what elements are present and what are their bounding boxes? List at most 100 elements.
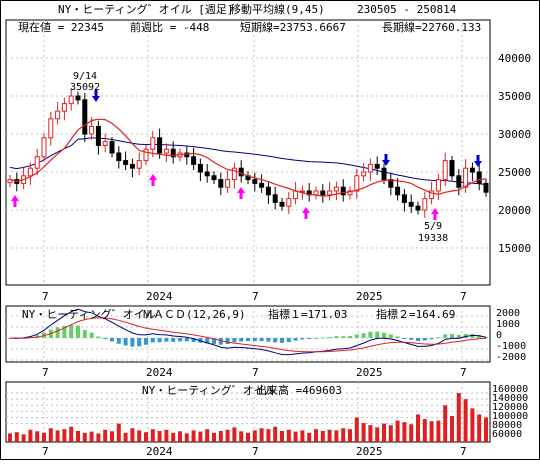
volume-bar (348, 429, 352, 442)
volume-bar (164, 429, 169, 442)
volume-bar (273, 426, 278, 442)
macd-indicator-name: ＭＡＣＤ(12,26,9) (142, 308, 246, 321)
candle-body (265, 186, 271, 196)
macd-histogram-bar (184, 338, 189, 342)
macd-histogram-bar (348, 335, 352, 338)
candle-body (143, 148, 149, 162)
volume-y-tick: 120000 (492, 402, 528, 413)
volume-x-tick: 7 (42, 445, 49, 458)
candle-body (231, 167, 237, 181)
volume-bar (62, 429, 67, 442)
candle-body (238, 167, 244, 177)
price-y-tick: 40000 (498, 52, 531, 65)
candle-body (408, 201, 414, 207)
volume-x-tick: 7 (460, 445, 467, 458)
candle-body (320, 190, 326, 196)
volume-bar (218, 430, 223, 442)
candle-body (204, 171, 210, 177)
candle-body (184, 152, 190, 158)
candle-body (327, 190, 333, 196)
volume-bar (300, 430, 305, 442)
macd-y-tick: 2000 (496, 308, 520, 319)
candle-body (340, 186, 346, 196)
macd-histogram-bar (368, 331, 373, 338)
current-value: 現在値 = 22345 (18, 21, 104, 34)
macd-y-tick: 0 (496, 330, 502, 341)
candle-body (354, 175, 360, 192)
macd-panel-frame (5, 305, 491, 363)
macd-histogram-bar (436, 337, 441, 339)
candle-body (252, 179, 258, 184)
volume-bar (314, 429, 318, 442)
buy-arrow-icon (431, 208, 439, 220)
macd-x-tick: 7 (460, 366, 467, 379)
volume-bar (239, 431, 244, 442)
volume-bar (341, 428, 346, 442)
macd-histogram-bar (178, 338, 182, 342)
price-y-tick: 20000 (498, 204, 531, 217)
candle-body (435, 179, 441, 192)
macd-x-tick: 7 (252, 366, 259, 379)
volume-bar (55, 430, 60, 442)
price-y-tick: 35000 (498, 90, 531, 103)
volume-bar (327, 429, 332, 442)
candles (7, 88, 489, 218)
macd-histogram-bar (239, 338, 244, 342)
volume-bar (402, 422, 407, 442)
sell-arrow-icon (474, 155, 482, 167)
volume-bar (477, 414, 482, 442)
volume-bar (286, 429, 291, 442)
buy-arrow-icon (11, 195, 19, 207)
macd-histogram-bar (137, 338, 142, 347)
macd-histogram-bar (157, 338, 162, 343)
candle-body (367, 163, 373, 173)
volume-bar (110, 431, 114, 442)
volume-bar (123, 432, 128, 442)
volume-bar (178, 431, 182, 442)
macd-y-tick: -1000 (496, 341, 526, 352)
candle-body (89, 125, 95, 135)
volume-bar (266, 429, 271, 442)
macd-histogram-bar (252, 338, 257, 342)
volume-x-tick: 2025 (356, 445, 383, 458)
volume-y-tick: 160000 (492, 384, 528, 395)
candle-body (170, 148, 176, 158)
candle-body (422, 198, 428, 211)
volume-bar (470, 408, 475, 442)
macd-title: NY・ヒーティング゛オイル (22, 307, 156, 321)
macd-histogram-bar (280, 338, 284, 343)
price-panel: 40000 35000 30000 25000 20000 15000 7 20… (5, 19, 531, 303)
macd-histogram-bar (327, 336, 332, 338)
volume-bar (69, 426, 74, 442)
macd-histogram-bar (225, 338, 230, 344)
price-y-tick: 25000 (498, 166, 531, 179)
volume-bar (8, 433, 12, 442)
macd-lines (9, 308, 487, 356)
macd-histogram-bar (375, 331, 380, 338)
volume-value: 出来高 =469603 (256, 383, 342, 397)
volume-bar (429, 421, 434, 442)
volume-bar (35, 431, 40, 442)
macd-histogram-bar (341, 336, 346, 338)
macd-histogram-bar (422, 338, 427, 341)
macd-histogram-bar (484, 336, 488, 338)
candle-body (442, 160, 448, 181)
volume-bar (48, 428, 53, 442)
price-y-tick: 15000 (498, 242, 531, 255)
macd-indicator-1: 指標１=171.03 (268, 307, 347, 321)
buy-arrow-icon (302, 207, 310, 219)
macd-histogram-bar (144, 338, 148, 345)
candle-body (191, 156, 197, 165)
candle-body (157, 137, 163, 154)
weekly-change: 前週比 = -448 (130, 20, 209, 34)
candle-body (381, 167, 387, 181)
macd-histogram-bar (409, 338, 414, 340)
candle-body (361, 171, 367, 177)
long-ma-line (9, 137, 487, 186)
macd-histogram-bar (259, 338, 264, 342)
macd-histogram-bar (89, 332, 94, 338)
macd-histogram-bar (191, 338, 196, 342)
price-x-tick: 2025 (356, 290, 383, 303)
volume-bar (422, 419, 427, 442)
price-x-tick: 7 (42, 290, 49, 303)
